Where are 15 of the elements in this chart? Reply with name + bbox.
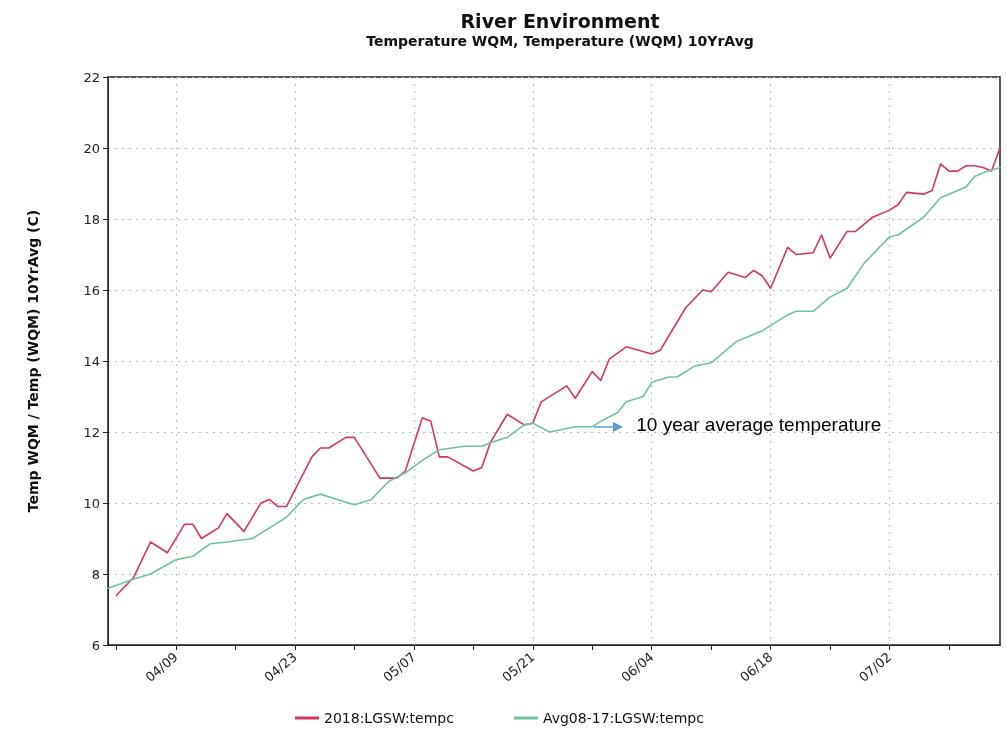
y-tick-label: 6: [91, 637, 100, 653]
y-tick-label: 16: [83, 282, 100, 298]
chart-subtitle: Temperature WQM, Temperature (WQM) 10YrAvg: [366, 33, 754, 49]
legend-label: Avg08-17:LGSW:tempc: [542, 710, 704, 726]
y-tick-label: 18: [83, 211, 100, 227]
y-axis-title: Temp WQM / Temp (WQM) 10YrAvg (C): [25, 209, 41, 513]
y-tick-label: 12: [83, 424, 100, 440]
y-tick-label: 20: [83, 140, 100, 156]
y-tick-label: 8: [91, 566, 100, 582]
annotation: 10 year average temperature: [636, 413, 882, 436]
chart-title: River Environment: [460, 9, 660, 32]
y-tick-label: 22: [83, 69, 100, 85]
y-tick-label: 14: [83, 353, 100, 369]
y-tick-label: 10: [83, 495, 100, 511]
legend-label: 2018:LGSW:tempc: [324, 710, 454, 726]
